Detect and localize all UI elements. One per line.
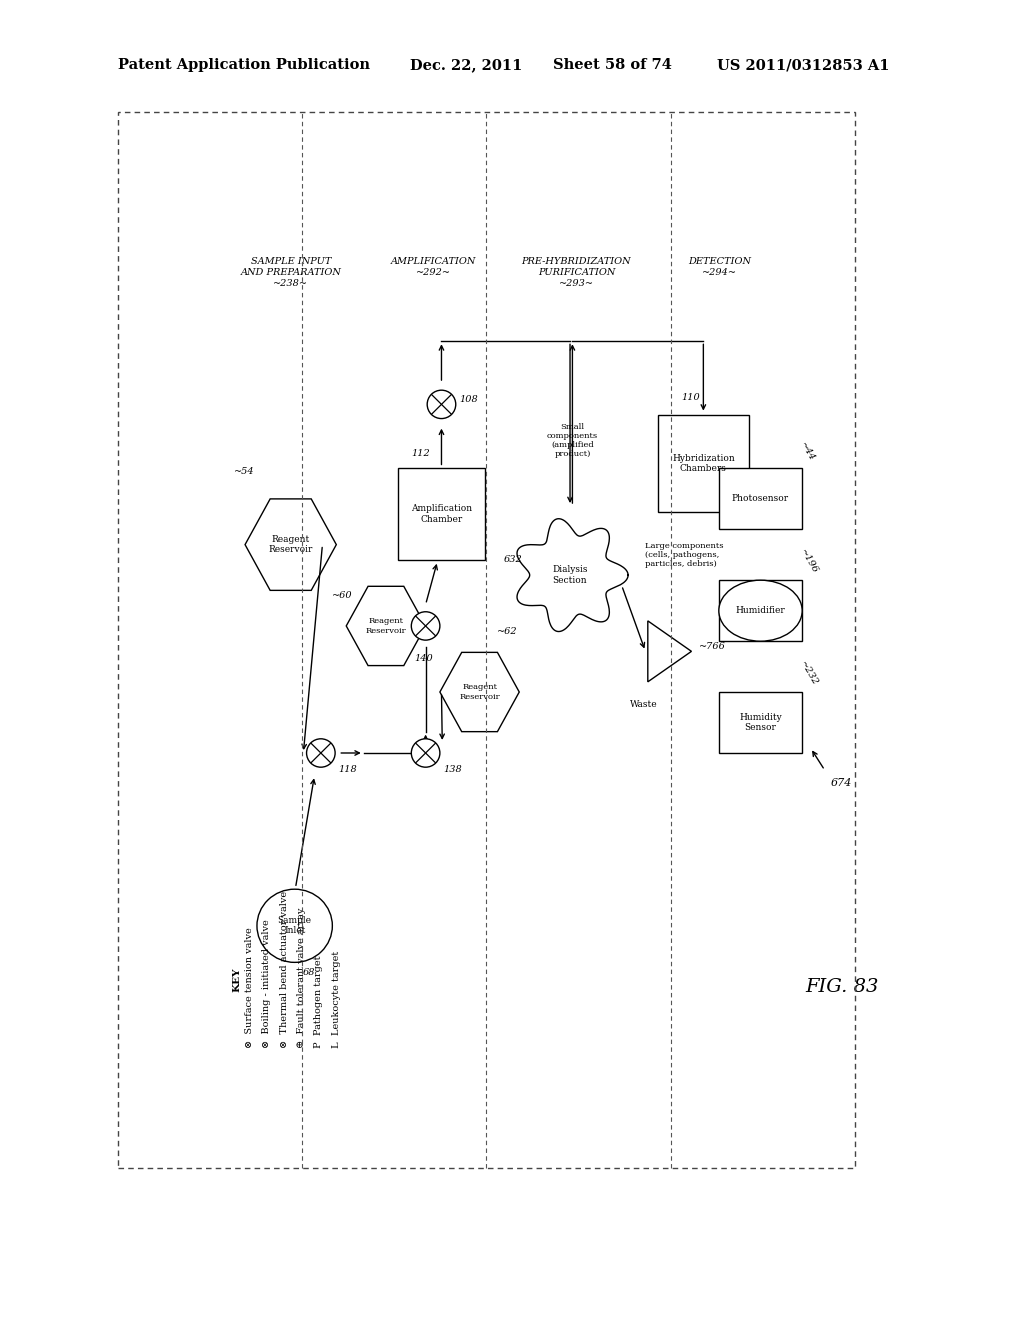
- Text: Small
components
(amplified
product): Small components (amplified product): [547, 422, 598, 458]
- Circle shape: [427, 391, 456, 418]
- Text: AMPLIFICATION
~292~: AMPLIFICATION ~292~: [391, 257, 476, 277]
- Bar: [719, 469, 802, 529]
- Ellipse shape: [257, 890, 333, 962]
- Text: FIG. 83: FIG. 83: [806, 978, 879, 995]
- Text: Reagent
Reservoir: Reagent Reservoir: [366, 618, 407, 635]
- Ellipse shape: [719, 581, 802, 642]
- Text: 632: 632: [504, 556, 522, 565]
- Text: ~60: ~60: [332, 591, 352, 601]
- Text: ⊗  Thermal bend actuator valve: ⊗ Thermal bend actuator valve: [280, 891, 289, 1048]
- Text: Humidity
Sensor: Humidity Sensor: [739, 713, 782, 733]
- Circle shape: [412, 739, 440, 767]
- Bar: [397, 469, 485, 560]
- Text: DETECTION
~294~: DETECTION ~294~: [688, 257, 751, 277]
- Polygon shape: [648, 620, 691, 682]
- Text: ⊕  Fault tolerant valve array: ⊕ Fault tolerant valve array: [297, 907, 306, 1048]
- Text: 674: 674: [830, 779, 852, 788]
- Bar: [719, 692, 802, 752]
- Text: Large components
(cells, pathogens,
particles, debris): Large components (cells, pathogens, part…: [645, 541, 724, 568]
- Polygon shape: [440, 652, 519, 731]
- Text: 118: 118: [338, 766, 357, 775]
- Circle shape: [412, 611, 440, 640]
- Text: ⊗  Surface tension valve: ⊗ Surface tension valve: [245, 927, 254, 1048]
- Text: 112: 112: [412, 449, 430, 458]
- Text: ~54: ~54: [234, 466, 255, 475]
- Text: Reagent
Reservoir: Reagent Reservoir: [268, 535, 313, 554]
- Text: Amplification
Chamber: Amplification Chamber: [411, 504, 472, 524]
- Text: ~196: ~196: [798, 548, 819, 576]
- Text: ~44: ~44: [798, 441, 816, 463]
- Text: Humidifier: Humidifier: [735, 606, 785, 615]
- Polygon shape: [245, 499, 336, 590]
- Polygon shape: [517, 519, 628, 631]
- Text: ~62: ~62: [497, 627, 518, 636]
- Text: Sheet 58 of 74: Sheet 58 of 74: [553, 58, 672, 73]
- Text: 68: 68: [303, 969, 315, 978]
- Text: Sample
Inlet: Sample Inlet: [278, 916, 311, 936]
- Text: ⊗  Boiling - initiated valve: ⊗ Boiling - initiated valve: [262, 919, 271, 1048]
- Text: ~766: ~766: [699, 642, 726, 651]
- Text: Photosensor: Photosensor: [732, 495, 790, 503]
- Text: US 2011/0312853 A1: US 2011/0312853 A1: [717, 58, 889, 73]
- Text: PRE-HYBRIDIZATION
PURIFICATION
~293~: PRE-HYBRIDIZATION PURIFICATION ~293~: [521, 257, 631, 288]
- Text: L  Leukocyte target: L Leukocyte target: [332, 950, 341, 1048]
- Text: 138: 138: [443, 766, 462, 775]
- Text: ~232: ~232: [798, 659, 819, 686]
- Text: Patent Application Publication: Patent Application Publication: [118, 58, 370, 73]
- Text: Reagent
Reservoir: Reagent Reservoir: [459, 684, 500, 701]
- Text: KEY: KEY: [232, 968, 242, 991]
- Bar: [719, 581, 802, 642]
- Text: Waste: Waste: [630, 700, 657, 709]
- Text: SAMPLE INPUT
AND PREPARATION
~238~: SAMPLE INPUT AND PREPARATION ~238~: [241, 257, 341, 288]
- Text: Dialysis
Section: Dialysis Section: [552, 565, 588, 585]
- Text: 108: 108: [459, 395, 477, 404]
- Text: P  Pathogen target: P Pathogen target: [314, 956, 324, 1048]
- Bar: [657, 414, 749, 512]
- Circle shape: [306, 739, 335, 767]
- Text: 110: 110: [681, 393, 699, 403]
- Text: Dec. 22, 2011: Dec. 22, 2011: [410, 58, 522, 73]
- Text: Hybridization
Chambers: Hybridization Chambers: [672, 454, 735, 473]
- Text: 140: 140: [415, 655, 433, 664]
- Polygon shape: [346, 586, 426, 665]
